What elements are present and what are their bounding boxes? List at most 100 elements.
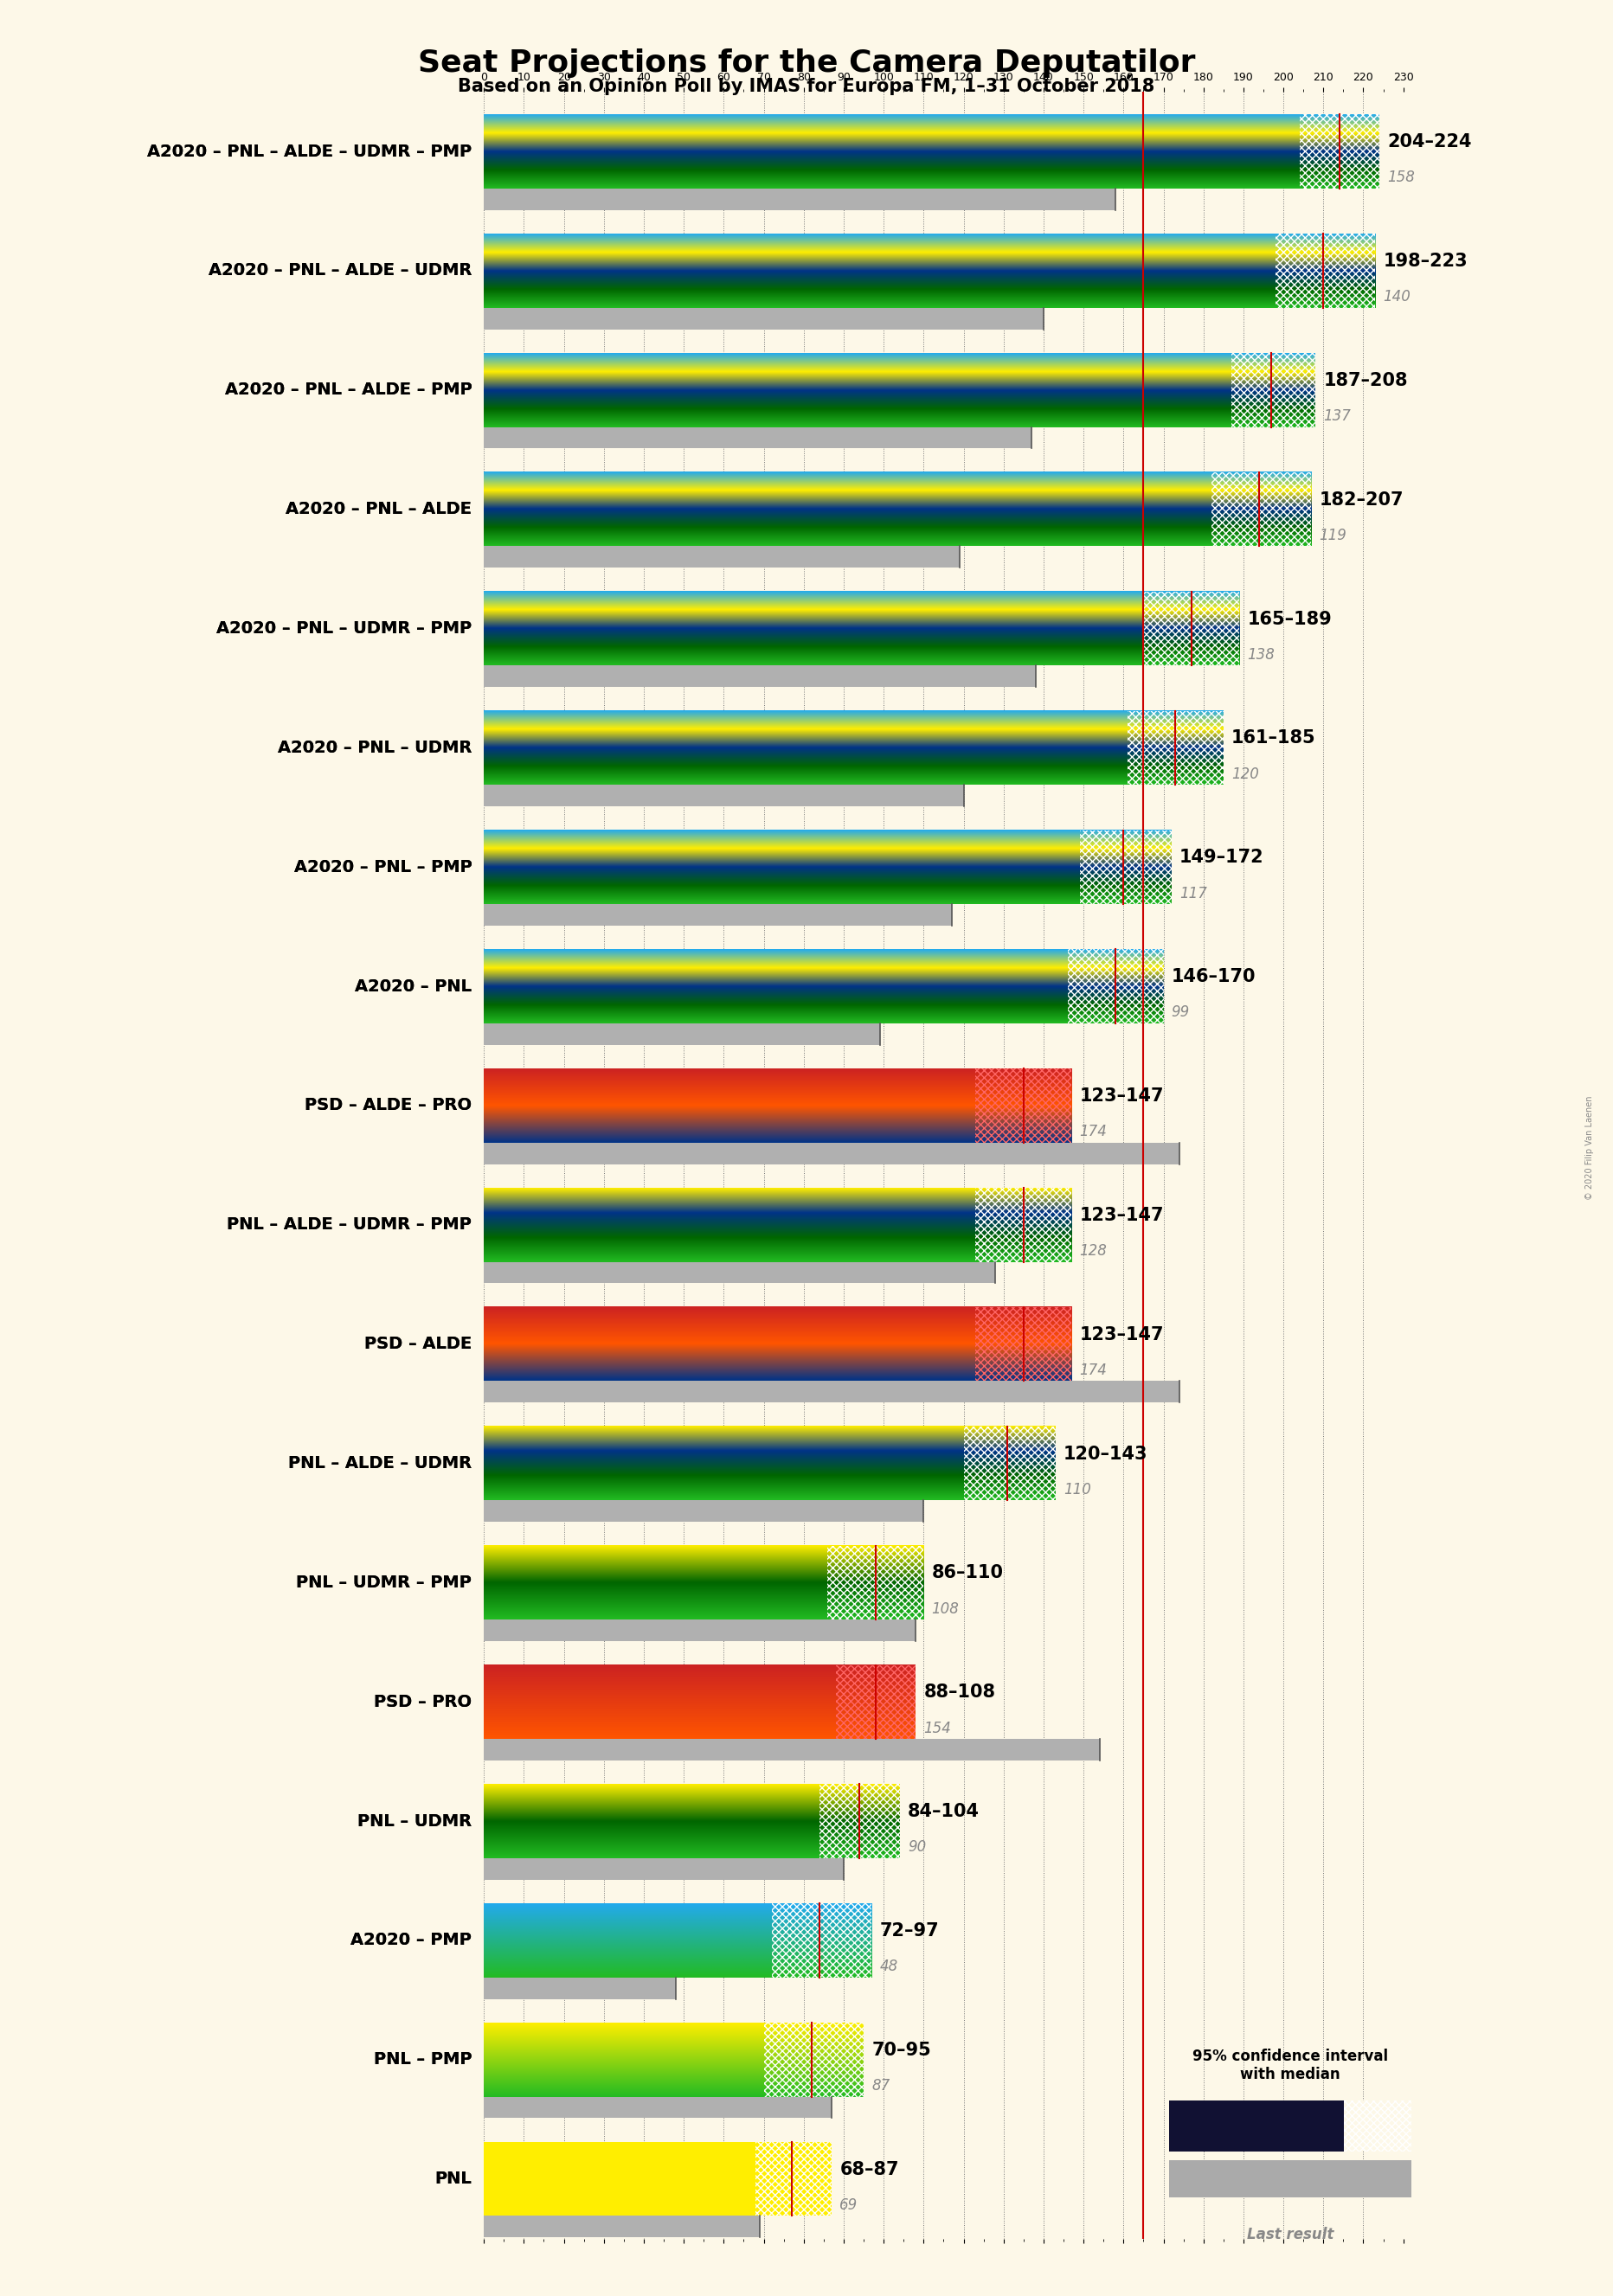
Bar bbox=[484, 1857, 844, 1880]
Text: A2020 – PMP: A2020 – PMP bbox=[352, 1933, 473, 1949]
Text: 149–172: 149–172 bbox=[1179, 850, 1265, 866]
Text: 123–147: 123–147 bbox=[1079, 1208, 1165, 1224]
Text: 86–110: 86–110 bbox=[932, 1564, 1003, 1582]
Bar bbox=[1344, 2101, 1411, 2151]
Text: PSD – ALDE – PRO: PSD – ALDE – PRO bbox=[305, 1097, 473, 1114]
Bar bbox=[484, 1499, 924, 1522]
Text: 165–189: 165–189 bbox=[1247, 611, 1332, 627]
Text: PNL – PMP: PNL – PMP bbox=[374, 2053, 473, 2069]
Bar bbox=[1068, 948, 1163, 1024]
Bar bbox=[771, 1903, 871, 1977]
Text: 72–97: 72–97 bbox=[879, 1922, 939, 1940]
Text: PNL – UDMR – PMP: PNL – UDMR – PMP bbox=[297, 1575, 473, 1591]
Text: 158: 158 bbox=[1387, 170, 1415, 186]
Text: 119: 119 bbox=[1319, 528, 1347, 544]
Text: 88–108: 88–108 bbox=[924, 1683, 995, 1701]
Text: A2020 – PNL – PMP: A2020 – PNL – PMP bbox=[294, 859, 473, 875]
Text: A2020 – PNL: A2020 – PNL bbox=[355, 978, 473, 994]
Bar bbox=[484, 1382, 1179, 1403]
Text: A2020 – PNL – ALDE – UDMR: A2020 – PNL – ALDE – UDMR bbox=[208, 262, 473, 278]
Bar bbox=[484, 1024, 879, 1045]
Text: 120: 120 bbox=[1231, 767, 1260, 783]
Text: PNL – UDMR – PMP: PNL – UDMR – PMP bbox=[297, 1575, 473, 1591]
Bar bbox=[484, 2142, 832, 2216]
Bar bbox=[1144, 592, 1239, 666]
Bar bbox=[1127, 712, 1223, 785]
Text: Based on an Opinion Poll by IMAS for Europa FM, 1–31 October 2018: Based on an Opinion Poll by IMAS for Eur… bbox=[458, 78, 1155, 96]
Text: PSD – ALDE: PSD – ALDE bbox=[365, 1336, 473, 1352]
Bar bbox=[1276, 234, 1376, 308]
Text: © 2020 Filip Van Laenen: © 2020 Filip Van Laenen bbox=[1586, 1095, 1594, 1201]
Bar bbox=[1169, 2101, 1344, 2151]
Bar bbox=[819, 1784, 900, 1857]
Text: 128: 128 bbox=[1079, 1244, 1107, 1258]
Text: A2020 – PNL – UDMR: A2020 – PNL – UDMR bbox=[277, 739, 473, 755]
Text: 95% confidence interval
with median: 95% confidence interval with median bbox=[1192, 2048, 1389, 2082]
Bar bbox=[976, 1306, 1071, 1382]
Text: A2020 – PNL – PMP: A2020 – PNL – PMP bbox=[294, 859, 473, 875]
Text: 117: 117 bbox=[1179, 886, 1207, 900]
Text: PNL – PMP: PNL – PMP bbox=[374, 2053, 473, 2069]
Text: 138: 138 bbox=[1247, 647, 1274, 664]
Bar bbox=[1300, 115, 1379, 188]
Bar bbox=[484, 1143, 1179, 1164]
Text: PNL – ALDE – UDMR – PMP: PNL – ALDE – UDMR – PMP bbox=[227, 1217, 473, 1233]
Bar bbox=[484, 308, 1044, 328]
Text: 84–104: 84–104 bbox=[908, 1802, 979, 1821]
Bar bbox=[1079, 831, 1171, 905]
Bar bbox=[484, 1977, 676, 2000]
Text: PNL: PNL bbox=[436, 2170, 473, 2188]
Text: 108: 108 bbox=[932, 1600, 960, 1616]
Bar bbox=[484, 546, 960, 567]
Bar bbox=[756, 2142, 832, 2216]
Text: PSD – PRO: PSD – PRO bbox=[374, 1694, 473, 1711]
Text: Last result: Last result bbox=[1247, 2227, 1334, 2243]
Text: A2020 – PMP: A2020 – PMP bbox=[352, 1933, 473, 1949]
Text: PNL – ALDE – UDMR: PNL – ALDE – UDMR bbox=[289, 1456, 473, 1472]
Text: A2020 – PNL – ALDE – UDMR – PMP: A2020 – PNL – ALDE – UDMR – PMP bbox=[147, 142, 473, 161]
Text: PNL – UDMR: PNL – UDMR bbox=[358, 1814, 473, 1830]
Text: 140: 140 bbox=[1384, 289, 1411, 305]
Bar bbox=[484, 1619, 916, 1642]
Text: 90: 90 bbox=[908, 1839, 926, 1855]
Text: 204–224: 204–224 bbox=[1387, 133, 1471, 152]
Text: 174: 174 bbox=[1079, 1125, 1107, 1139]
Text: PNL – UDMR: PNL – UDMR bbox=[358, 1814, 473, 1830]
Text: A2020 – PNL: A2020 – PNL bbox=[355, 978, 473, 994]
Text: PSD – PRO: PSD – PRO bbox=[374, 1694, 473, 1711]
Text: 182–207: 182–207 bbox=[1319, 491, 1403, 507]
Text: 87: 87 bbox=[871, 2078, 890, 2094]
Text: 120–143: 120–143 bbox=[1063, 1444, 1148, 1463]
Bar bbox=[836, 1665, 916, 1738]
Text: PSD – ALDE – PRO: PSD – ALDE – PRO bbox=[305, 1097, 473, 1114]
Bar bbox=[484, 785, 963, 806]
Bar bbox=[976, 1068, 1071, 1143]
Text: A2020 – PNL – ALDE: A2020 – PNL – ALDE bbox=[286, 501, 473, 517]
Text: 174: 174 bbox=[1079, 1362, 1107, 1378]
Text: A2020 – PNL – ALDE – PMP: A2020 – PNL – ALDE – PMP bbox=[224, 381, 473, 397]
Text: 154: 154 bbox=[924, 1720, 952, 1736]
Bar bbox=[484, 666, 1036, 687]
Text: PNL – ALDE – UDMR: PNL – ALDE – UDMR bbox=[289, 1456, 473, 1472]
Bar bbox=[1231, 354, 1315, 427]
Text: 161–185: 161–185 bbox=[1231, 730, 1316, 746]
Bar bbox=[827, 1545, 924, 1619]
Text: A2020 – PNL – UDMR – PMP: A2020 – PNL – UDMR – PMP bbox=[216, 620, 473, 636]
Text: 69: 69 bbox=[840, 2197, 858, 2213]
Text: 99: 99 bbox=[1171, 1006, 1190, 1019]
Text: PNL: PNL bbox=[436, 2170, 473, 2188]
Bar bbox=[963, 1426, 1055, 1499]
Text: A2020 – PNL – ALDE – UDMR: A2020 – PNL – ALDE – UDMR bbox=[208, 262, 473, 278]
Text: A2020 – PNL – UDMR: A2020 – PNL – UDMR bbox=[277, 739, 473, 755]
Bar bbox=[484, 1738, 1100, 1761]
Bar bbox=[484, 1263, 995, 1283]
Bar bbox=[484, 905, 952, 925]
Text: 198–223: 198–223 bbox=[1384, 253, 1468, 271]
Bar bbox=[484, 2096, 832, 2119]
Bar bbox=[484, 188, 1116, 209]
Text: 187–208: 187–208 bbox=[1323, 372, 1408, 388]
Text: 48: 48 bbox=[879, 1958, 898, 1975]
Text: A2020 – PNL – ALDE – PMP: A2020 – PNL – ALDE – PMP bbox=[224, 381, 473, 397]
Bar bbox=[484, 2216, 760, 2236]
Text: A2020 – PNL – UDMR – PMP: A2020 – PNL – UDMR – PMP bbox=[216, 620, 473, 636]
